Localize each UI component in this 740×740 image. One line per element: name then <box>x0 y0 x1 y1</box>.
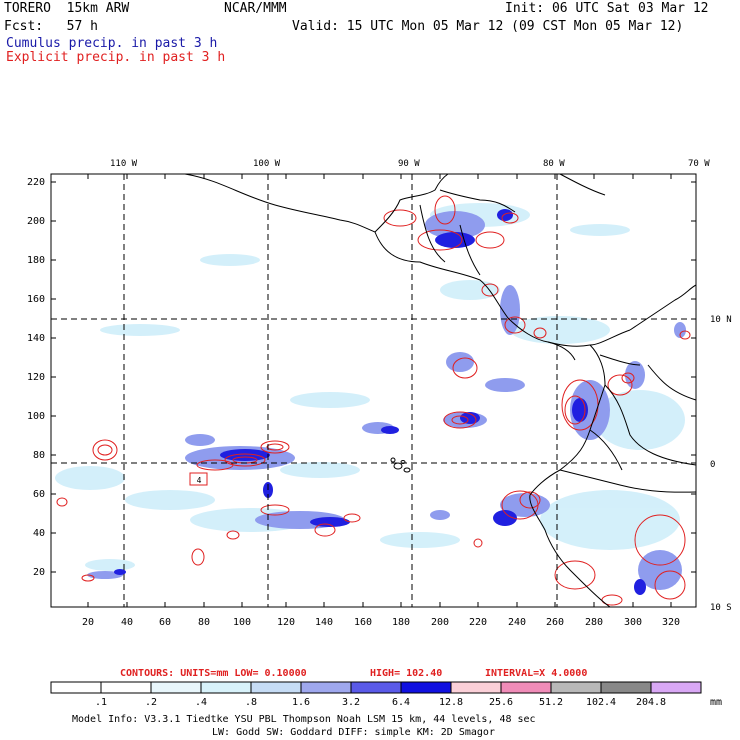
domain-label: 4 <box>197 476 202 485</box>
legend-value: 1.6 <box>292 697 310 708</box>
lat-labels: 10 N 0 10 S <box>710 315 732 613</box>
contours-label: CONTOURS: UNITS=mm LOW= 0.10000 <box>120 668 307 679</box>
y-tick: 220 <box>27 177 45 188</box>
forecast-hour: Fcst: 57 h <box>4 19 98 34</box>
lon-label: 70 W <box>688 159 710 169</box>
x-tick: 20 <box>82 617 94 628</box>
explicit-caption: Explicit precip. in past 3 h <box>6 50 226 65</box>
legend-value: .2 <box>145 697 157 708</box>
y-tick: 40 <box>33 528 45 539</box>
latlon-grid <box>51 174 696 607</box>
x-tick: 100 <box>233 617 251 628</box>
x-tick: 140 <box>315 617 333 628</box>
x-tick: 220 <box>469 617 487 628</box>
x-tick: 160 <box>354 617 372 628</box>
galapagos-islands <box>390 457 411 473</box>
lon-label: 90 W <box>398 159 420 169</box>
interval-label: INTERVAL=X 4.0000 <box>485 668 587 679</box>
x-tick: 80 <box>198 617 210 628</box>
y-tick: 60 <box>33 489 45 500</box>
y-tick: 20 <box>33 567 45 578</box>
explicit-contours <box>56 195 691 606</box>
y-ticks: 220 200 180 160 140 120 100 80 60 40 20 <box>27 177 45 578</box>
y-tick: 160 <box>27 294 45 305</box>
color-bar-labels: .1 .2 .4 .8 1.6 3.2 6.4 12.8 25.6 51.2 1… <box>95 697 722 708</box>
model-info-line2: LW: Godd SW: Goddard DIFF: simple KM: 2D… <box>212 727 495 738</box>
y-tick: 200 <box>27 216 45 227</box>
x-tick: 200 <box>431 617 449 628</box>
x-tick: 60 <box>159 617 171 628</box>
color-swatch <box>550 681 602 694</box>
map-frame <box>50 173 697 608</box>
heavy-precip <box>114 209 646 595</box>
x-tick: 300 <box>624 617 642 628</box>
lat-label: 10 S <box>710 603 732 613</box>
cumulus-caption: Cumulus precip. in past 3 h <box>6 36 218 51</box>
legend-value: 102.4 <box>586 697 616 708</box>
x-tick: 240 <box>508 617 526 628</box>
model-info: Model Info: V3.3.1 Tiedtke YSU PBL Thomp… <box>72 714 536 738</box>
init-time: Init: 06 UTC Sat 03 Mar 12 <box>505 1 709 16</box>
legend-value: 51.2 <box>539 697 563 708</box>
y-tick: 180 <box>27 255 45 266</box>
x-tick: 180 <box>392 617 410 628</box>
color-swatch <box>250 681 302 694</box>
tick-marks <box>51 174 696 607</box>
color-swatch <box>50 681 102 694</box>
lon-labels: 110 W 100 W 90 W 80 W 70 W <box>110 159 710 169</box>
x-tick: 40 <box>121 617 133 628</box>
color-swatch <box>400 681 452 694</box>
color-swatch <box>200 681 252 694</box>
model-name: TORERO 15km ARW <box>4 1 130 16</box>
legend-value: 25.6 <box>489 697 513 708</box>
x-tick: 120 <box>277 617 295 628</box>
color-swatch <box>500 681 552 694</box>
lon-label: 100 W <box>253 159 281 169</box>
color-swatch <box>450 681 502 694</box>
domain-box <box>189 472 208 486</box>
y-tick: 80 <box>33 450 45 461</box>
lat-label: 10 N <box>710 315 732 325</box>
y-tick: 120 <box>27 372 45 383</box>
legend-value: .8 <box>245 697 257 708</box>
legend-value: 204.8 <box>636 697 666 708</box>
coastlines <box>184 173 697 608</box>
lon-label: 80 W <box>543 159 565 169</box>
y-tick: 100 <box>27 411 45 422</box>
lat-label: 0 <box>710 460 715 470</box>
legend-value: 6.4 <box>392 697 410 708</box>
color-swatch <box>300 681 352 694</box>
x-tick: 260 <box>546 617 564 628</box>
color-swatch <box>350 681 402 694</box>
color-swatch <box>150 681 202 694</box>
x-tick: 320 <box>662 617 680 628</box>
color-swatch <box>100 681 152 694</box>
contour-info: CONTOURS: UNITS=mm LOW= 0.10000 HIGH= 10… <box>120 668 587 679</box>
legend-units: mm <box>710 697 722 708</box>
legend-value: .1 <box>95 697 107 708</box>
legend-value: 12.8 <box>439 697 463 708</box>
valid-time: Valid: 15 UTC Mon 05 Mar 12 (09 CST Mon … <box>292 19 684 34</box>
x-ticks: 20 40 60 80 100 120 140 160 180 200 220 … <box>82 617 680 628</box>
x-tick: 280 <box>585 617 603 628</box>
high-label: HIGH= 102.40 <box>370 668 442 679</box>
org-name: NCAR/MMM <box>224 1 287 16</box>
color-bar <box>50 681 702 694</box>
y-tick: 140 <box>27 333 45 344</box>
lon-label: 110 W <box>110 159 138 169</box>
legend-value: 3.2 <box>342 697 360 708</box>
color-swatch <box>600 681 652 694</box>
model-info-line1: Model Info: V3.3.1 Tiedtke YSU PBL Thomp… <box>72 714 536 725</box>
color-swatch <box>650 681 702 694</box>
legend-value: .4 <box>195 697 207 708</box>
